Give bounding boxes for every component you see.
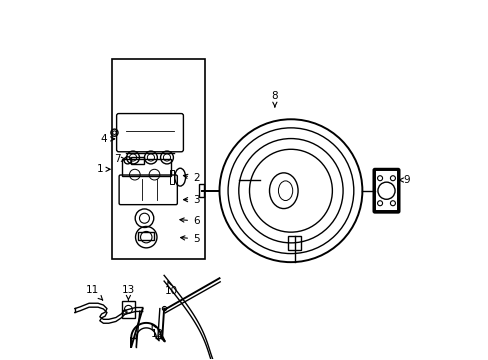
Bar — [287, 236, 300, 250]
Bar — [112, 59, 205, 258]
Text: 9: 9 — [397, 175, 409, 185]
Bar — [374, 170, 397, 211]
Text: 4: 4 — [100, 134, 115, 144]
Text: 10: 10 — [164, 281, 178, 296]
Text: 11: 11 — [86, 285, 102, 300]
Bar — [122, 301, 135, 318]
Text: 1: 1 — [96, 164, 110, 174]
Text: 13: 13 — [122, 285, 135, 301]
Text: 6: 6 — [180, 216, 199, 226]
Bar — [198, 184, 204, 197]
Text: 5: 5 — [180, 234, 199, 244]
Bar — [131, 157, 143, 164]
Bar — [138, 232, 154, 240]
Bar — [170, 170, 173, 184]
Text: 3: 3 — [183, 195, 199, 204]
Text: 2: 2 — [183, 173, 199, 183]
Text: 12: 12 — [150, 324, 163, 339]
Text: 8: 8 — [271, 91, 278, 107]
Bar — [122, 159, 170, 176]
Text: 7: 7 — [114, 154, 126, 164]
